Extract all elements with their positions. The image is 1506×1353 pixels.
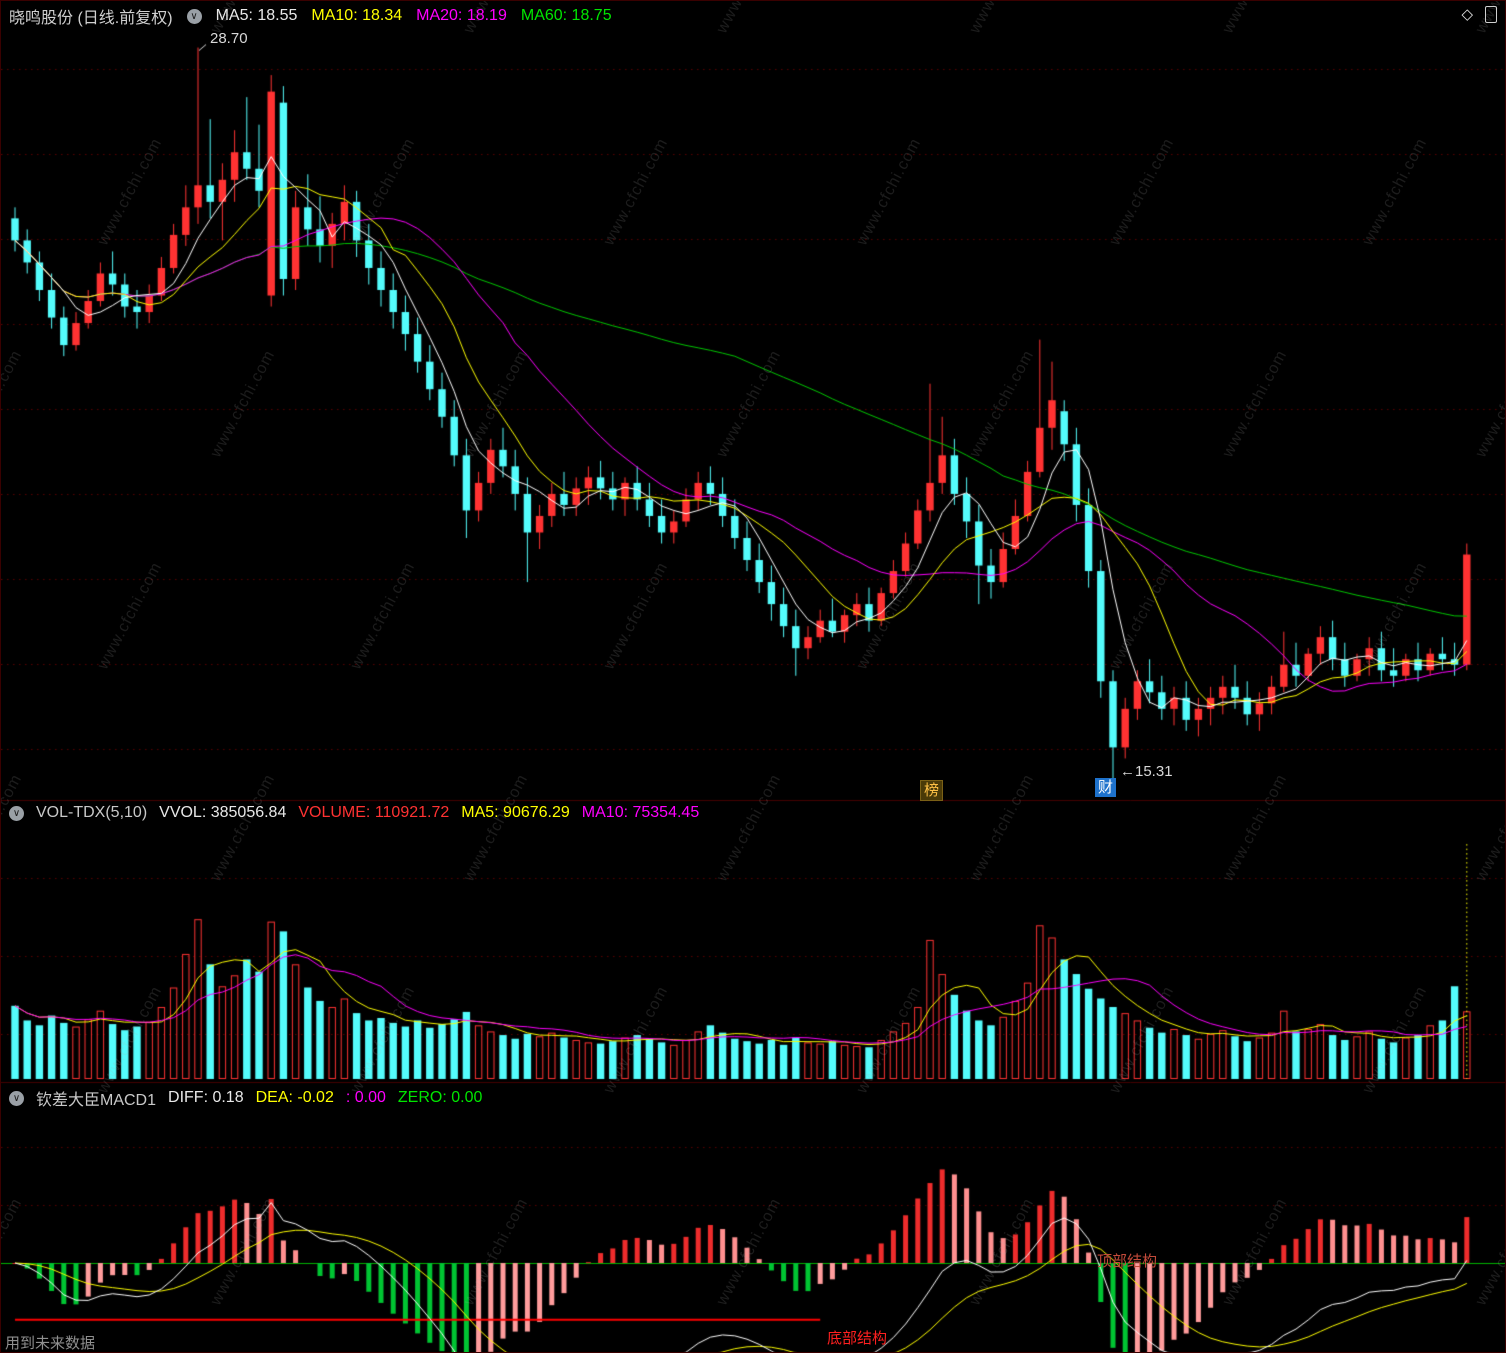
high-price-annotation: 28.70 xyxy=(210,30,248,47)
future-data-note: 用到未来数据 xyxy=(5,1335,96,1352)
collapse-panel-icon[interactable]: ∨ xyxy=(9,1090,24,1106)
macd-panel-header: ∨ 钦差大臣MACD1 DIFF: 0.18 DEA: -0.02 : 0.00… xyxy=(9,1086,482,1110)
collapse-panel-icon[interactable]: ∨ xyxy=(186,8,202,24)
ma5-label: MA5: 18.55 xyxy=(215,7,298,24)
macd-value-label: : 0.00 xyxy=(345,1089,386,1106)
vol-ma10-label: MA10: 75354.45 xyxy=(581,804,700,821)
ma20-label: MA20: 18.19 xyxy=(416,7,507,24)
dea-label: DEA: -0.02 xyxy=(255,1089,334,1106)
vvol-label: VVOL: 385056.84 xyxy=(159,804,287,821)
volume-panel-header: ∨ VOL-TDX(5,10) VVOL: 385056.84 VOLUME: … xyxy=(9,804,699,822)
ma60-label: MA60: 18.75 xyxy=(520,7,612,24)
mobile-device-icon[interactable] xyxy=(1485,5,1497,23)
finance-event-badge[interactable]: 财 xyxy=(1095,778,1117,797)
macd-indicator-title: 钦差大臣MACD1 xyxy=(36,1092,157,1109)
diamond-icon[interactable]: ◇ xyxy=(1461,6,1473,23)
volume-label: VOLUME: 110921.72 xyxy=(298,804,450,821)
vol-indicator-title: VOL-TDX(5,10) xyxy=(36,804,148,821)
stock-title: 晓鸣股份 (日线.前复权) xyxy=(9,10,173,27)
vol-ma5-label: MA5: 90676.29 xyxy=(461,804,570,821)
window-controls: ◇ xyxy=(1461,5,1497,23)
low-price-annotation: ←15.31 xyxy=(1120,763,1173,780)
ma10-label: MA10: 18.34 xyxy=(311,7,403,24)
rank-event-badge[interactable]: 榜 xyxy=(920,780,944,801)
main-panel-header: 晓鸣股份 (日线.前复权) ∨ MA5: 18.55 MA10: 18.34 M… xyxy=(9,4,612,28)
collapse-panel-icon[interactable]: ∨ xyxy=(9,805,24,821)
zero-label: ZERO: 0.00 xyxy=(397,1089,483,1106)
top-structure-label: 顶部结构 xyxy=(1097,1253,1158,1270)
diff-label: DIFF: 0.18 xyxy=(168,1089,244,1106)
bottom-structure-label: 底部结构 xyxy=(827,1330,888,1347)
